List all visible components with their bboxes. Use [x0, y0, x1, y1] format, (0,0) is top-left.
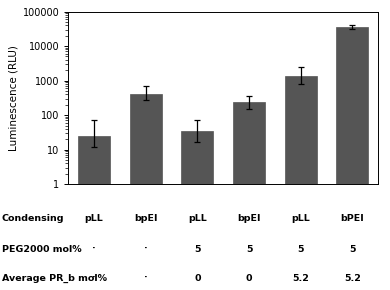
Text: 5.2: 5.2 — [344, 274, 361, 283]
Text: ·: · — [144, 245, 148, 254]
Text: pLL: pLL — [188, 214, 207, 224]
Bar — [181, 131, 213, 290]
Text: 0: 0 — [246, 274, 252, 283]
Text: 5: 5 — [298, 245, 304, 254]
Bar — [233, 102, 265, 290]
Text: Average PR_b mol%: Average PR_b mol% — [2, 274, 107, 283]
Text: pLL: pLL — [291, 214, 310, 224]
Text: 0: 0 — [194, 274, 201, 283]
Text: ·: · — [92, 245, 96, 254]
Text: bpEI: bpEI — [238, 214, 261, 224]
Text: bpEI: bpEI — [134, 214, 158, 224]
Text: ·: · — [92, 274, 96, 283]
Text: pLL: pLL — [85, 214, 103, 224]
Text: 5: 5 — [349, 245, 356, 254]
Text: bPEI: bPEI — [340, 214, 364, 224]
Text: 5: 5 — [246, 245, 252, 254]
Bar — [78, 136, 110, 290]
Text: Condensing: Condensing — [2, 214, 64, 224]
Text: ·: · — [144, 274, 148, 283]
Y-axis label: Luminescence (RLU): Luminescence (RLU) — [8, 45, 18, 151]
Text: 5.2: 5.2 — [292, 274, 309, 283]
Bar — [285, 76, 317, 290]
Text: 5: 5 — [194, 245, 201, 254]
Text: PEG2000 mol%: PEG2000 mol% — [2, 245, 82, 254]
Bar — [337, 27, 369, 290]
Bar — [130, 94, 162, 290]
